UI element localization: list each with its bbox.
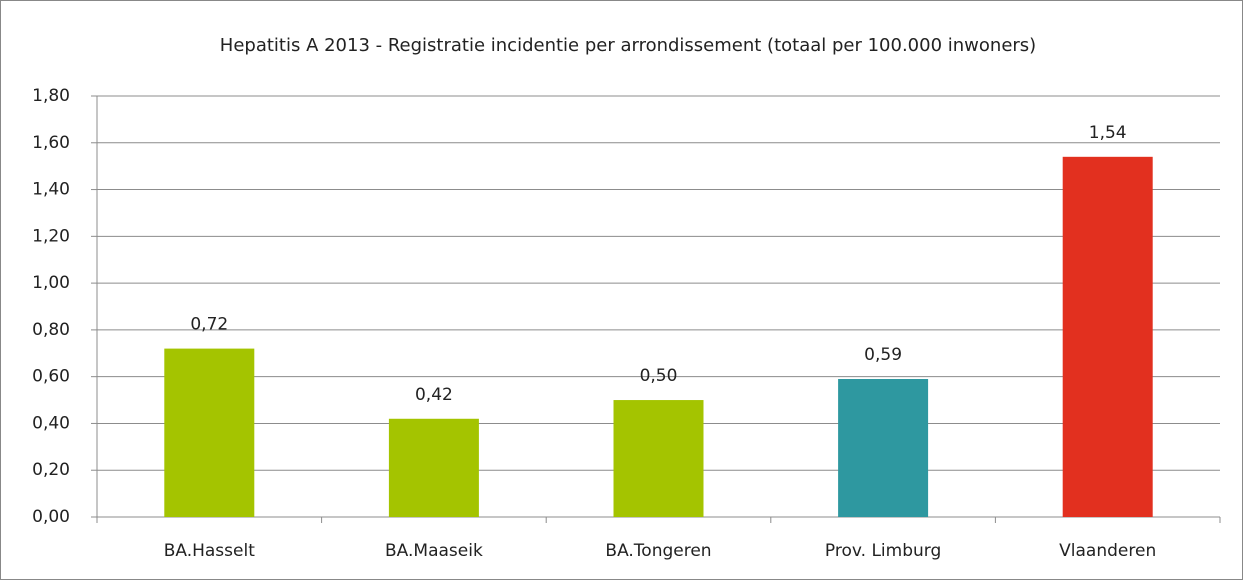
y-tick-label: 1,40 (32, 180, 70, 200)
y-tick-label: 0,40 (32, 413, 70, 433)
data-label: 0,50 (640, 366, 678, 386)
y-tick-label: 0,60 (32, 367, 70, 387)
y-tick-label: 1,00 (32, 273, 70, 293)
y-tick-label: 0,80 (32, 320, 70, 340)
bar (388, 418, 479, 517)
bar (1062, 156, 1153, 518)
y-tick-label: 0,20 (32, 460, 70, 480)
bar (613, 400, 704, 517)
data-label: 0,59 (864, 345, 902, 365)
data-label: 1,54 (1089, 123, 1127, 143)
x-tick-label: BA.Maaseik (385, 541, 483, 561)
x-tick-label: Vlaanderen (1059, 541, 1156, 561)
y-tick-label: 0,00 (32, 507, 70, 527)
bar (164, 348, 255, 517)
y-tick-label: 1,80 (32, 86, 70, 106)
y-tick-label: 1,20 (32, 226, 70, 246)
chart-title: Hepatitis A 2013 - Registratie incidenti… (220, 35, 1036, 56)
data-label: 0,72 (190, 315, 228, 335)
bar (838, 379, 929, 517)
x-tick-label: Prov. Limburg (825, 541, 941, 561)
x-tick-label: BA.Hasselt (164, 541, 255, 561)
data-label: 0,42 (415, 385, 453, 405)
x-tick-label: BA.Tongeren (605, 541, 711, 561)
y-tick-label: 1,60 (32, 133, 70, 153)
